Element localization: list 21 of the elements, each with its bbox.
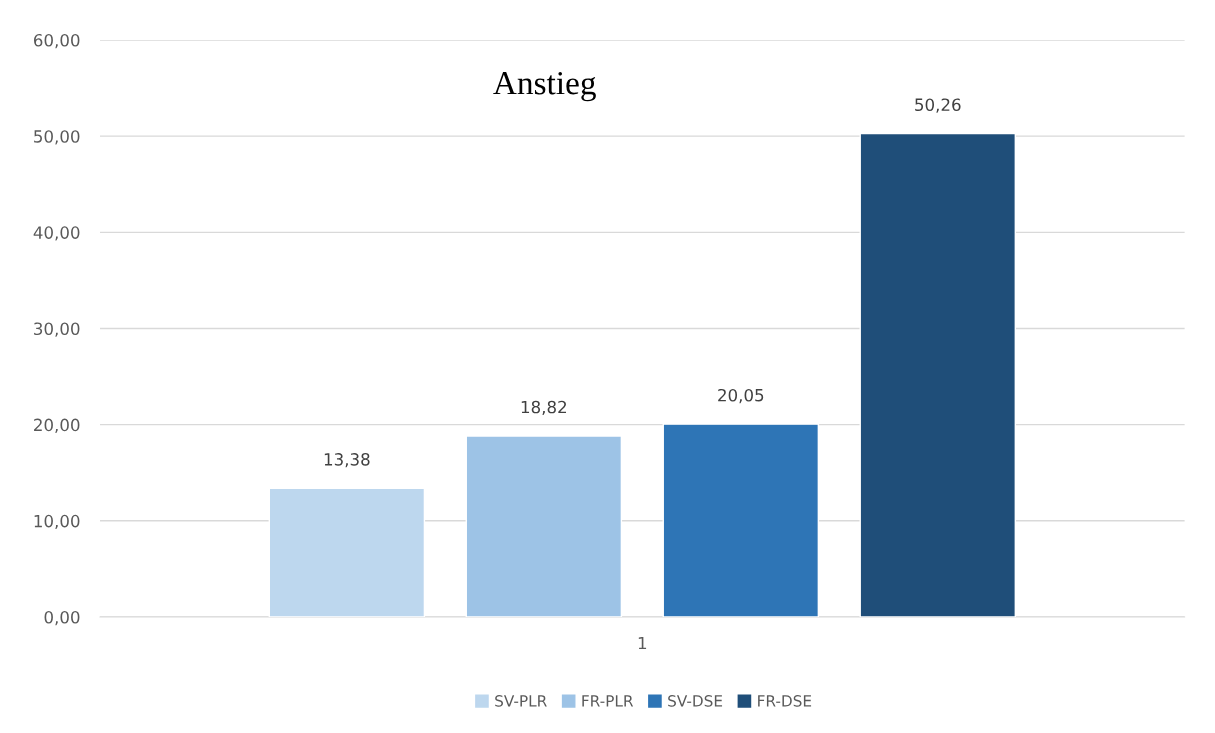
legend-label: FR-PLR (582, 695, 634, 707)
text: Anstieg (493, 72, 596, 102)
x-tick-label: 1 (638, 636, 647, 650)
bar (465, 435, 623, 617)
data-label: 18,82 (521, 400, 567, 416)
bar (268, 487, 426, 617)
data-label: 13,38 (324, 453, 370, 468)
data-label: 20,05 (718, 388, 764, 404)
legend-label: SV-PLR (495, 695, 547, 707)
y-tick-label: 60,00 (34, 33, 80, 49)
y-tick-label: 20,00 (34, 418, 80, 433)
y-tick-label: 0,00 (44, 610, 80, 626)
data-label: 50,26 (915, 98, 961, 113)
bar (662, 423, 820, 617)
y-tick-label: 40,00 (33, 226, 80, 241)
legend-label: FR-DSE (758, 695, 812, 707)
bar (859, 132, 1017, 617)
y-tick-label: 50,00 (34, 130, 80, 145)
y-tick-label: 30,00 (34, 322, 80, 337)
y-tick-label: 10,00 (34, 514, 80, 530)
legend-label: SV-DSE (668, 695, 723, 707)
